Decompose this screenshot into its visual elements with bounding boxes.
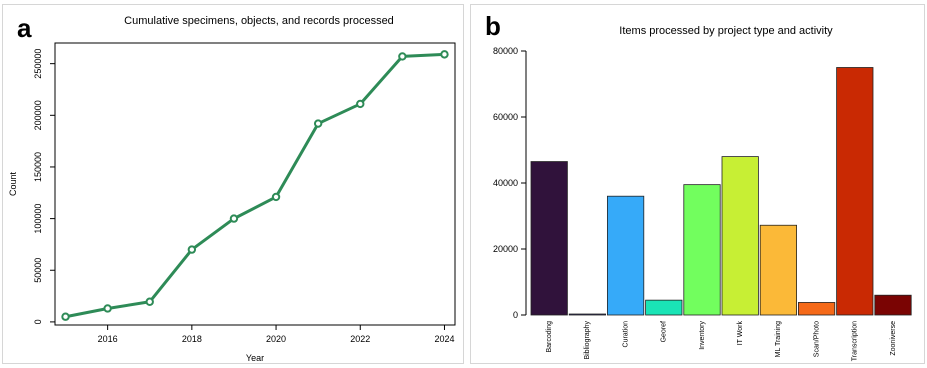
- category-label: Scan/Photo: [813, 321, 820, 357]
- bar: [797, 302, 836, 316]
- bar: [530, 161, 568, 316]
- panel-b: b Items processed by project type and ac…: [470, 4, 925, 364]
- y-tick-label: 200000: [33, 100, 43, 130]
- x-axis-label: Year: [246, 353, 264, 363]
- data-point: [356, 99, 365, 109]
- category-label: Zooniverse: [890, 321, 897, 356]
- y-tick-label: 100000: [33, 204, 43, 234]
- y-tick-label: 50000: [33, 258, 43, 283]
- data-point: [145, 297, 154, 306]
- chart-b-title: Items processed by project type and acti…: [619, 25, 833, 37]
- y-tick-label: 0: [33, 319, 43, 324]
- chart-b-bar-plot: 0 20000 40000 60000 80000 Barcoding Bibliograp…: [493, 46, 912, 361]
- y-tick-label: 20000: [493, 244, 518, 254]
- x-tick-label: 2024: [434, 334, 454, 344]
- chart-a-line-plot: 2016 2018 2020 2022 2024 0 50000 100000 150000 20…: [8, 42, 456, 363]
- data-point: [313, 119, 323, 128]
- data-point: [271, 192, 281, 202]
- data-point: [229, 214, 239, 223]
- y-axis-label: Count: [8, 172, 18, 197]
- bar: [836, 67, 874, 316]
- x-tick-label: 2016: [98, 334, 118, 344]
- bar: [721, 156, 759, 316]
- y-tick-label: 60000: [493, 112, 518, 122]
- data-point: [187, 245, 197, 254]
- data-point: [61, 312, 70, 321]
- bar: [568, 313, 606, 316]
- y-tick-label: 150000: [33, 152, 43, 182]
- panel-letter-b: b: [485, 11, 501, 41]
- panel-letter-a: a: [17, 13, 32, 43]
- bar: [683, 184, 721, 316]
- y-tick-label: 40000: [493, 178, 518, 188]
- bar: [606, 195, 645, 316]
- bar: [759, 224, 798, 316]
- y-tick-label: 80000: [493, 46, 518, 56]
- x-tick-label: 2018: [182, 334, 202, 344]
- bar: [874, 294, 912, 316]
- category-label: Curation: [622, 321, 629, 348]
- category-label: Transcription: [852, 321, 859, 361]
- bar: [645, 299, 683, 316]
- category-label: IT Work: [737, 321, 744, 346]
- y-tick-label: 0: [513, 310, 518, 320]
- category-label: Inventory: [699, 321, 706, 350]
- series-line: [65, 52, 445, 319]
- y-tick-label: 250000: [33, 49, 43, 79]
- chart-a-title: Cumulative specimens, objects, and recor…: [124, 15, 394, 27]
- panel-a: a Cumulative specimens, objects, and rec…: [2, 4, 464, 364]
- chart-a-plot-frame: [54, 42, 456, 326]
- data-point: [103, 304, 112, 313]
- category-label: Bibliography: [584, 321, 591, 360]
- x-tick-label: 2022: [350, 334, 370, 344]
- category-label: ML Training: [775, 321, 782, 357]
- category-label: Barcoding: [546, 321, 553, 353]
- data-point: [398, 52, 407, 61]
- x-tick-label: 2020: [266, 334, 286, 344]
- data-point: [440, 50, 449, 59]
- category-label: Georef: [661, 321, 668, 342]
